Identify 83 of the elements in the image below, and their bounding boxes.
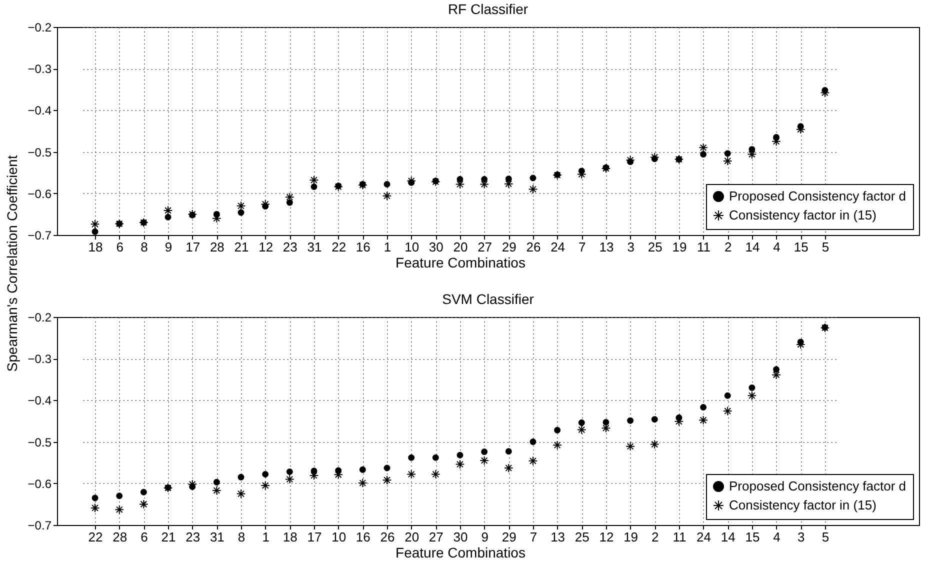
x-axis-title: Feature Combinatios bbox=[396, 544, 526, 560]
x-tick-label: 15 bbox=[794, 240, 808, 254]
y-tick-label: −0.7 bbox=[28, 228, 52, 242]
x-tick-label: 5 bbox=[822, 240, 830, 254]
x-tick-label: 31 bbox=[210, 530, 224, 544]
x-tick-label: 7 bbox=[530, 530, 538, 544]
y-tick-label: −0.3 bbox=[28, 62, 52, 76]
chart-title: RF Classifier bbox=[448, 1, 528, 17]
x-tick-label: 30 bbox=[428, 240, 444, 254]
x-tick-label: 8 bbox=[238, 530, 246, 544]
y-tick-label: −0.7 bbox=[28, 518, 52, 532]
y-tick-label: −0.2 bbox=[28, 20, 52, 34]
x-tick-label: 13 bbox=[599, 240, 614, 254]
x-tick-label: 6 bbox=[140, 530, 148, 544]
x-tick-label: 6 bbox=[116, 240, 124, 254]
x-tick-label: 28 bbox=[210, 240, 224, 254]
x-tick-label: 19 bbox=[624, 530, 638, 544]
x-tick-label: 19 bbox=[672, 240, 687, 254]
x-tick-label: 26 bbox=[380, 530, 395, 544]
x-tick-label: 4 bbox=[773, 530, 780, 544]
x-tick-label: 27 bbox=[478, 240, 492, 254]
legend-label: Consistency factor in (15) bbox=[729, 498, 876, 512]
x-tick-label: 16 bbox=[356, 530, 370, 544]
x-tick-label: 24 bbox=[696, 530, 712, 544]
x-tick-label: 14 bbox=[720, 530, 736, 544]
x-tick-label: 4 bbox=[773, 240, 780, 254]
x-tick-label: 31 bbox=[307, 240, 322, 254]
x-tick-label: 22 bbox=[332, 240, 346, 254]
legend-label: Proposed Consistency factor d bbox=[729, 188, 906, 204]
y-axis-title: Spearman's Correlation Coefficient bbox=[4, 155, 20, 372]
x-tick-label: 13 bbox=[550, 530, 566, 544]
x-tick-label: 27 bbox=[428, 530, 444, 544]
x-tick-label: 18 bbox=[88, 240, 103, 254]
x-tick-label: 3 bbox=[797, 530, 805, 544]
x-tick-label: 9 bbox=[164, 240, 172, 254]
x-tick-label: 17 bbox=[307, 530, 322, 544]
x-tick-label: 28 bbox=[112, 530, 128, 544]
y-tick-label: −0.4 bbox=[28, 394, 52, 408]
y-tick-label: −0.2 bbox=[28, 310, 52, 324]
x-tick-label: 30 bbox=[453, 530, 468, 544]
x-tick-label: 12 bbox=[599, 530, 614, 544]
x-tick-label: 21 bbox=[161, 530, 176, 544]
x-tick-label: 22 bbox=[88, 530, 103, 544]
x-tick-label: 7 bbox=[578, 240, 586, 254]
x-tick-label: 9 bbox=[481, 530, 488, 544]
chart-title: SVM Classifier bbox=[442, 291, 534, 307]
x-tick-label: 11 bbox=[672, 530, 686, 544]
x-tick-label: 25 bbox=[574, 530, 590, 544]
x-tick-label: 20 bbox=[453, 240, 468, 254]
x-tick-label: 26 bbox=[526, 240, 541, 254]
x-tick-label: 12 bbox=[258, 240, 274, 254]
x-tick-label: 10 bbox=[332, 530, 346, 544]
x-tick-label: 5 bbox=[822, 530, 830, 544]
x-tick-label: 17 bbox=[186, 240, 200, 254]
x-tick-label: 15 bbox=[745, 530, 760, 544]
y-tick-label: −0.4 bbox=[28, 104, 52, 118]
x-axis-title: Feature Combinatios bbox=[396, 254, 526, 270]
x-tick-label: 1 bbox=[262, 530, 270, 544]
x-tick-label: 24 bbox=[550, 240, 566, 254]
y-tick-label: −0.3 bbox=[28, 352, 52, 366]
legend-label: Consistency factor in (15) bbox=[729, 208, 876, 222]
y-tick-label: −0.5 bbox=[28, 145, 52, 160]
x-tick-label: 20 bbox=[404, 530, 420, 544]
x-tick-label: 14 bbox=[745, 240, 760, 254]
x-tick-label: 1 bbox=[384, 240, 392, 254]
x-tick-label: 10 bbox=[404, 240, 420, 254]
x-tick-label: 16 bbox=[356, 240, 370, 254]
y-tick-label: −0.6 bbox=[28, 186, 52, 201]
x-tick-label: 2 bbox=[724, 240, 732, 254]
x-tick-label: 11 bbox=[697, 240, 711, 254]
y-tick-label: −0.5 bbox=[28, 435, 52, 450]
x-tick-label: 23 bbox=[186, 530, 200, 544]
x-tick-label: 3 bbox=[627, 240, 634, 254]
x-tick-label: 2 bbox=[652, 530, 659, 544]
x-tick-label: 25 bbox=[648, 240, 662, 254]
x-tick-label: 29 bbox=[502, 530, 516, 544]
y-tick-label: −0.6 bbox=[28, 476, 52, 491]
x-tick-label: 29 bbox=[502, 240, 516, 254]
x-tick-label: 23 bbox=[282, 240, 298, 254]
x-tick-label: 8 bbox=[140, 240, 148, 254]
x-tick-label: 21 bbox=[234, 240, 249, 254]
legend-label: Proposed Consistency factor d bbox=[729, 478, 906, 494]
x-tick-label: 18 bbox=[282, 530, 298, 544]
